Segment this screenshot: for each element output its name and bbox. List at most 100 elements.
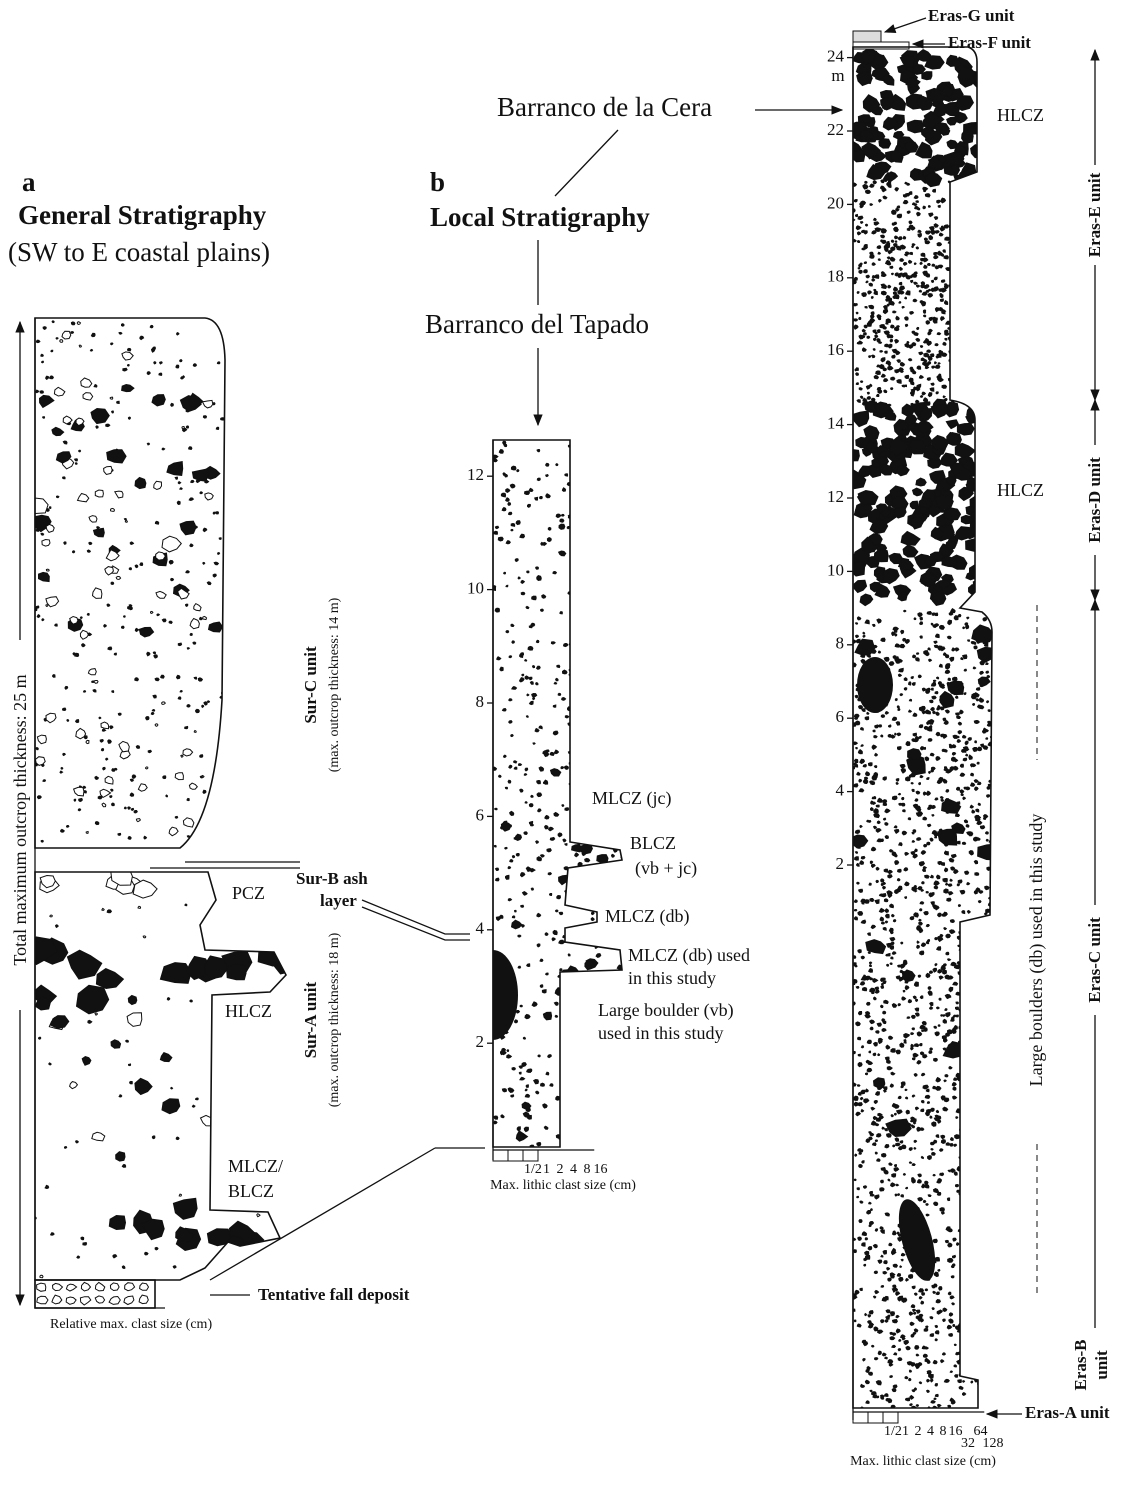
clast bbox=[892, 1174, 896, 1177]
clast bbox=[505, 787, 507, 789]
clast bbox=[258, 940, 294, 966]
clast bbox=[972, 1160, 974, 1162]
clast bbox=[558, 693, 561, 695]
clast bbox=[956, 1185, 959, 1187]
clast bbox=[890, 1273, 895, 1276]
clast bbox=[526, 716, 528, 718]
clast bbox=[928, 393, 932, 397]
clast bbox=[953, 274, 955, 276]
clast bbox=[989, 1074, 992, 1078]
clast bbox=[970, 496, 985, 510]
clast bbox=[977, 821, 982, 825]
clast bbox=[953, 225, 955, 227]
clast bbox=[942, 749, 945, 751]
clast bbox=[119, 332, 122, 334]
clast bbox=[525, 1089, 527, 1091]
clast bbox=[972, 1283, 975, 1285]
clast bbox=[916, 658, 920, 661]
clast bbox=[918, 613, 922, 617]
clast bbox=[967, 883, 970, 885]
clast bbox=[610, 979, 612, 981]
clast bbox=[901, 803, 904, 806]
clast bbox=[924, 238, 927, 241]
clast bbox=[861, 745, 863, 747]
clast bbox=[944, 928, 947, 930]
clast bbox=[922, 392, 925, 395]
clast bbox=[917, 212, 921, 216]
clast bbox=[898, 1358, 902, 1361]
clast bbox=[973, 667, 975, 669]
clast bbox=[128, 807, 131, 809]
clast bbox=[151, 611, 153, 613]
clast bbox=[946, 540, 956, 550]
clast bbox=[866, 772, 870, 776]
clast bbox=[572, 844, 581, 852]
clast bbox=[871, 1121, 876, 1125]
clast bbox=[956, 1007, 959, 1010]
y-tick-label: 16 bbox=[827, 340, 844, 359]
clast bbox=[904, 263, 907, 266]
clast bbox=[914, 885, 916, 888]
clast bbox=[905, 297, 907, 299]
clast bbox=[969, 1016, 973, 1019]
clast bbox=[140, 563, 143, 566]
clast bbox=[965, 1281, 969, 1284]
clast bbox=[975, 1143, 978, 1146]
clast bbox=[936, 1086, 941, 1090]
clast bbox=[619, 831, 623, 834]
clast bbox=[986, 738, 988, 740]
x-tick-label: 8 bbox=[940, 1424, 947, 1439]
clast bbox=[603, 695, 606, 697]
clast bbox=[579, 1099, 583, 1103]
clast bbox=[124, 616, 126, 617]
clast bbox=[187, 842, 190, 844]
clast bbox=[109, 1216, 125, 1230]
clast bbox=[911, 1334, 914, 1337]
clast bbox=[931, 770, 934, 772]
clast bbox=[108, 740, 112, 744]
clast bbox=[582, 481, 585, 483]
clast bbox=[978, 844, 999, 860]
clast bbox=[559, 551, 566, 556]
clast bbox=[867, 1068, 872, 1072]
clast bbox=[588, 1027, 590, 1029]
clast bbox=[151, 712, 154, 714]
clast bbox=[977, 924, 980, 927]
clast bbox=[963, 1231, 966, 1234]
clast bbox=[961, 1157, 964, 1159]
clast bbox=[890, 931, 893, 933]
clast bbox=[989, 1056, 992, 1059]
clast bbox=[859, 889, 863, 892]
clast bbox=[927, 341, 932, 345]
clast bbox=[575, 799, 578, 801]
clast bbox=[903, 545, 918, 557]
clast bbox=[936, 1300, 940, 1303]
clast bbox=[559, 912, 563, 915]
clast bbox=[971, 1056, 975, 1059]
clast bbox=[989, 952, 991, 954]
clast bbox=[171, 1087, 173, 1089]
clast bbox=[147, 652, 150, 656]
clast bbox=[885, 1145, 889, 1148]
clast bbox=[941, 265, 943, 267]
clast bbox=[49, 1063, 51, 1065]
x-axis-label: Max. lithic clast size (cm) bbox=[490, 1178, 636, 1193]
clast bbox=[95, 1296, 104, 1303]
clast bbox=[877, 365, 880, 367]
clast bbox=[977, 762, 979, 764]
clast bbox=[923, 311, 925, 313]
clast bbox=[546, 475, 549, 477]
clast bbox=[612, 1060, 617, 1063]
clast bbox=[568, 1127, 572, 1130]
clast bbox=[920, 636, 922, 638]
clast bbox=[894, 826, 897, 828]
clast bbox=[525, 676, 529, 679]
clast bbox=[50, 915, 53, 917]
clast bbox=[957, 884, 959, 886]
clast bbox=[953, 677, 958, 680]
clast bbox=[37, 1296, 48, 1304]
clast bbox=[171, 403, 174, 406]
clast bbox=[934, 277, 937, 280]
clast bbox=[911, 1033, 914, 1035]
clast bbox=[527, 1069, 531, 1072]
